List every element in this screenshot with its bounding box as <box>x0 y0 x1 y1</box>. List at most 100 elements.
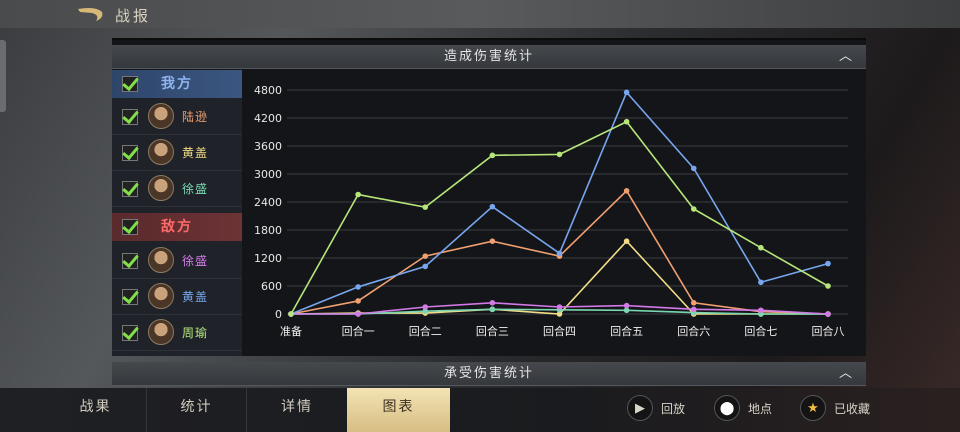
checkbox-ally[interactable] <box>122 76 138 92</box>
replay-button[interactable]: ▶ 回放 <box>627 394 685 422</box>
series-line-5 <box>290 120 829 315</box>
y-tick-label: 1800 <box>254 224 282 237</box>
data-point <box>422 308 429 314</box>
data-point <box>825 283 831 289</box>
data-point <box>489 152 496 159</box>
avatar <box>148 139 174 165</box>
divider <box>112 38 866 40</box>
x-tick-label: 准备 <box>280 324 302 338</box>
bottom-bar: 战果 统计 详情 图表 ▶ 回放 ⬤ 地点 ★ 已收藏 <box>0 388 960 432</box>
checkbox[interactable] <box>122 253 138 269</box>
legend-item[interactable]: 黄盖 <box>112 135 242 171</box>
chevron-up-icon[interactable]: ︿ <box>838 366 854 381</box>
group-enemy[interactable]: 敌方 <box>112 213 242 241</box>
favorite-button[interactable]: ★ 已收藏 <box>800 394 870 422</box>
avatar <box>148 247 174 273</box>
chevron-up-icon[interactable]: ︿ <box>838 49 854 64</box>
top-bar: 战报 <box>0 0 960 28</box>
checkbox-enemy[interactable] <box>122 219 138 235</box>
y-tick-label: 3600 <box>254 140 282 153</box>
checkbox[interactable] <box>122 109 138 125</box>
data-point <box>422 204 429 210</box>
damage-line-chart: 0 600 1200 1800 2400 3000 3600 4200 4800 准备 回合一 回合二… <box>254 84 848 338</box>
x-tick-label: 回合七 <box>744 324 777 338</box>
page-title: 战报 <box>115 7 152 25</box>
star-icon: ★ <box>800 395 826 421</box>
hero-name: 周瑜 <box>182 326 209 340</box>
damage-taken-title: 承受伤害统计 <box>443 366 534 381</box>
data-point <box>489 300 496 306</box>
hero-name: 徐盛 <box>182 182 209 196</box>
data-point <box>690 165 697 172</box>
data-point <box>489 306 496 313</box>
data-point <box>825 260 831 267</box>
tab-result[interactable]: 战果 <box>45 388 147 432</box>
avatar <box>148 175 174 201</box>
data-point <box>355 311 361 317</box>
y-tick-label: 1200 <box>254 252 282 265</box>
data-point <box>623 238 630 244</box>
data-point <box>623 307 630 314</box>
legend-item[interactable]: 徐盛 <box>112 171 242 207</box>
checkbox[interactable] <box>122 289 138 305</box>
series-line-4 <box>290 90 829 315</box>
data-point <box>690 206 697 212</box>
data-point <box>355 284 361 290</box>
location-label: 地点 <box>748 401 773 416</box>
location-button[interactable]: ⬤ 地点 <box>714 394 772 422</box>
play-icon: ▶ <box>627 395 653 421</box>
data-point <box>690 300 697 306</box>
x-tick-label: 回合五 <box>610 324 643 338</box>
x-tick-label: 回合二 <box>409 324 442 338</box>
x-tick-label: 回合一 <box>342 324 375 338</box>
avatar <box>148 319 174 345</box>
data-point <box>623 302 630 309</box>
tab-details[interactable]: 详情 <box>281 399 313 415</box>
hero-name: 黄盖 <box>182 146 209 160</box>
legend-item[interactable]: 周瑜 <box>112 315 242 351</box>
data-point <box>623 118 630 125</box>
legend-item[interactable]: 陆逊 <box>112 99 242 135</box>
x-tick-label: 回合八 <box>812 324 845 338</box>
y-tick-label: 3000 <box>254 168 282 181</box>
hero-name: 黄盖 <box>182 290 209 304</box>
legend-item[interactable]: 黄盖 <box>112 279 242 315</box>
back-arrow-icon[interactable] <box>76 6 106 22</box>
location-pin-icon: ⬤ <box>714 395 740 421</box>
y-tick-label: 600 <box>261 280 282 293</box>
group-label: 我方 <box>161 76 193 92</box>
data-point <box>556 250 563 257</box>
checkbox[interactable] <box>122 145 138 161</box>
data-point <box>690 306 697 313</box>
group-ally[interactable]: 我方 <box>112 70 242 98</box>
data-point <box>556 151 563 158</box>
checkbox[interactable] <box>122 181 138 197</box>
y-tick-label: 0 <box>275 308 282 321</box>
hero-name: 陆逊 <box>182 110 209 124</box>
side-handle[interactable] <box>0 40 6 112</box>
data-point <box>355 191 361 198</box>
tab-chart[interactable]: 图表 <box>347 388 450 432</box>
data-point <box>758 244 764 251</box>
x-tick-label: 回合四 <box>543 324 576 338</box>
y-tick-label: 2400 <box>254 196 282 209</box>
data-point <box>758 307 764 314</box>
data-point <box>489 238 496 244</box>
legend-item[interactable]: 徐盛 <box>112 243 242 279</box>
x-tick-label: 回合三 <box>476 324 509 338</box>
avatar <box>148 103 174 129</box>
data-point <box>422 263 429 270</box>
tab-stats[interactable]: 统计 <box>147 388 247 432</box>
x-tick-label: 回合六 <box>677 324 710 338</box>
damage-dealt-header[interactable]: 造成伤害统计 ︿ <box>112 45 866 69</box>
damage-dealt-title: 造成伤害统计 <box>443 49 534 64</box>
data-point <box>422 253 429 259</box>
data-point <box>422 304 429 310</box>
data-point <box>489 203 496 210</box>
data-point <box>758 279 764 286</box>
checkbox[interactable] <box>122 325 138 341</box>
replay-label: 回放 <box>661 401 686 416</box>
group-label: 敌方 <box>161 219 193 235</box>
avatar <box>148 283 174 309</box>
damage-taken-header[interactable]: 承受伤害统计 ︿ <box>112 362 866 386</box>
